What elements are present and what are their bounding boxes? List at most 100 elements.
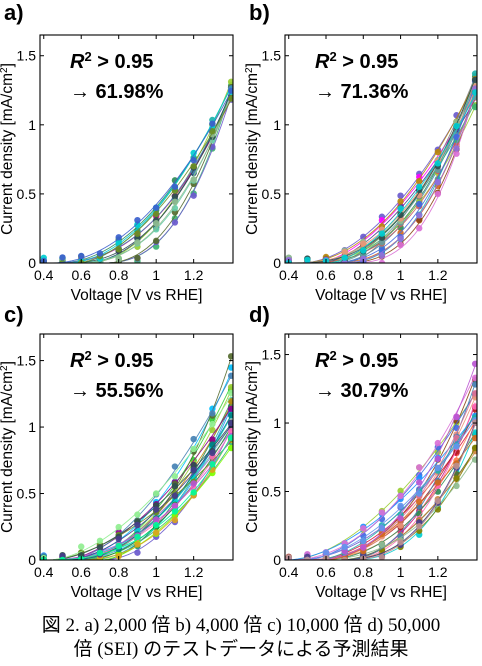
plot-frame	[39, 333, 234, 561]
data-point	[471, 89, 477, 96]
data-point	[227, 428, 233, 435]
y-tick-label: 1	[28, 117, 36, 133]
data-point	[209, 127, 216, 135]
data-point	[171, 463, 179, 470]
data-point	[453, 122, 460, 130]
data-point	[471, 103, 477, 111]
data-point	[227, 78, 233, 86]
x-tick-label: 1.2	[184, 564, 204, 580]
data-point	[378, 217, 386, 224]
data-point	[416, 212, 423, 219]
data-point	[397, 205, 404, 212]
data-point	[416, 216, 423, 223]
data-point	[227, 389, 233, 397]
data-point	[209, 461, 216, 468]
data-point	[171, 492, 179, 499]
x-tick-label: 0.6	[71, 267, 91, 283]
x-tick-label: 0.4	[34, 564, 54, 580]
data-point	[397, 522, 404, 529]
data-point	[227, 412, 233, 419]
data-point	[152, 237, 160, 245]
data-point	[171, 198, 179, 206]
data-point	[360, 525, 367, 532]
figure-panels: a) 0.4 0.6 0.8 1 1.2 0 0.5 1 1.5 Voltage [V vs RHE…	[0, 0, 478, 601]
x-tick-label: 0.6	[316, 564, 336, 580]
data-point	[471, 76, 477, 83]
data-point	[453, 145, 460, 152]
x-tick-label: 0.4	[279, 564, 299, 580]
series-group	[40, 78, 233, 263]
panel-label: d)	[249, 302, 270, 327]
data-point	[227, 434, 233, 441]
y-axis-label: Current density [mA/cm2]	[244, 361, 262, 533]
x-tick-label: 0.6	[71, 564, 91, 580]
data-point	[134, 254, 141, 262]
annotation-r2: R2 > 0.95	[70, 348, 153, 373]
y-axis-label: Current density [mA/cm2]	[0, 361, 16, 533]
data-point	[397, 211, 404, 219]
data-point	[397, 515, 404, 522]
x-tick-label: 0.4	[34, 267, 54, 283]
caption-line-2: 倍 (SEI) のテストデータによる予測結果	[73, 639, 409, 660]
data-point	[134, 230, 141, 237]
data-point	[471, 403, 477, 410]
data-point	[360, 544, 367, 551]
data-point	[115, 542, 122, 550]
data-point	[134, 216, 141, 224]
data-point	[453, 413, 460, 421]
y-tick-label: 1.5	[262, 48, 282, 64]
data-point	[378, 524, 386, 532]
data-point	[227, 364, 233, 371]
data-point	[434, 439, 442, 447]
y-tick-label: 1	[28, 419, 36, 435]
data-point	[134, 521, 141, 529]
y-tick-label: 1.5	[17, 353, 37, 369]
data-point	[360, 240, 367, 247]
data-point	[152, 220, 160, 227]
data-point	[209, 410, 216, 417]
chart-panel-0: a) 0.4 0.6 0.8 1 1.2 0 0.5 1 1.5 Voltage [V vs RHE…	[0, 0, 234, 304]
fit-line	[288, 375, 476, 560]
data-point	[434, 148, 442, 156]
data-point	[171, 219, 179, 226]
data-point	[96, 250, 104, 257]
data-point	[434, 464, 442, 472]
data-point	[453, 150, 460, 157]
data-point	[453, 462, 460, 470]
figure-caption: 図 2. a) 2,000 倍 b) 4,000 倍 c) 10,000 倍 d…	[0, 614, 482, 662]
data-point	[341, 548, 348, 555]
data-point	[59, 556, 66, 560]
data-point	[209, 449, 216, 457]
x-axis-label: Voltage [V vs RHE]	[71, 584, 203, 601]
plot-frame	[284, 34, 478, 264]
fit-line	[288, 419, 476, 560]
data-point	[434, 506, 442, 513]
x-axis-label: Voltage [V vs RHE]	[71, 287, 203, 304]
data-point	[227, 87, 233, 94]
x-tick-label: 1	[397, 564, 405, 580]
data-point	[471, 419, 477, 426]
data-point	[171, 508, 179, 515]
fit-line	[288, 81, 476, 263]
x-axis-label: Voltage [V vs RHE]	[315, 287, 447, 304]
x-tick-label: 1.2	[184, 267, 204, 283]
y-tick-label: 0.5	[262, 484, 282, 500]
plot-frame	[284, 333, 478, 561]
data-point	[434, 178, 442, 186]
data-point	[115, 535, 122, 543]
data-point	[96, 544, 104, 551]
data-point	[227, 444, 233, 452]
data-point	[171, 473, 179, 480]
data-point	[471, 390, 477, 397]
x-tick-label: 0.8	[109, 267, 129, 283]
fit-line	[43, 91, 232, 263]
x-tick-label: 1	[152, 564, 160, 580]
data-point	[152, 210, 160, 218]
data-point	[171, 502, 179, 509]
data-point	[190, 435, 197, 443]
data-point	[115, 234, 122, 241]
data-point	[227, 420, 233, 427]
x-axis-label: Voltage [V vs RHE]	[315, 584, 447, 601]
y-tick-label: 1.5	[17, 48, 37, 64]
data-point	[471, 360, 477, 367]
